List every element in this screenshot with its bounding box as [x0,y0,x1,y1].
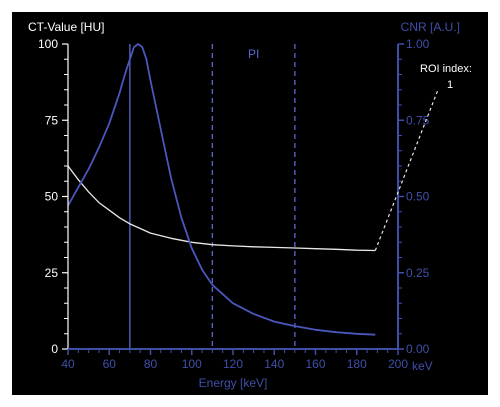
x-tick-label: 140 [264,357,284,371]
x-tick-label: 80 [144,357,158,371]
roi-index-value: 1 [447,79,453,91]
x-tick-label: 60 [103,357,117,371]
right-y-ticks: 0.00 0.25 0.50 0.75 1.00 [398,37,430,356]
left-tick-label: 75 [45,113,59,127]
left-tick-label: 0 [51,342,58,356]
roi-pointer-line [374,89,439,251]
x-tick-label: 160 [305,357,325,371]
right-tick-label: 0.75 [406,113,430,127]
energy-markers: PI [129,44,296,349]
left-axis-label: CT-Value [HU] [28,20,104,34]
right-tick-label: 0.00 [406,342,430,356]
data-curves [67,43,376,336]
roi-index-label: ROI index: [420,63,472,75]
right-tick-label: 1.00 [406,37,430,51]
right-axis-label: CNR [A.U.] [401,20,460,34]
left-y-ticks: 0 25 50 75 100 [38,37,68,356]
x-axis-label: Energy [keV] [199,376,268,390]
cnr-curve [67,43,376,336]
left-tick-label: 50 [45,190,59,204]
left-tick-label: 25 [45,266,59,280]
left-tick-label: 100 [38,37,58,51]
x-ticks: 40 60 80 100 120 140 160 180 200 [61,349,408,371]
x-tick-label: 120 [223,357,243,371]
ct-value-curve [67,165,376,252]
right-tick-label: 0.50 [406,190,430,204]
x-tick-label: 180 [347,357,367,371]
x-tick-label: 200 [388,357,408,371]
chart-background [12,12,488,395]
right-tick-label: 0.25 [406,266,430,280]
x-axis-unit: keV [412,359,433,373]
marker-label: PI [248,47,259,61]
x-tick-label: 100 [182,357,202,371]
x-tick-label: 40 [61,357,75,371]
